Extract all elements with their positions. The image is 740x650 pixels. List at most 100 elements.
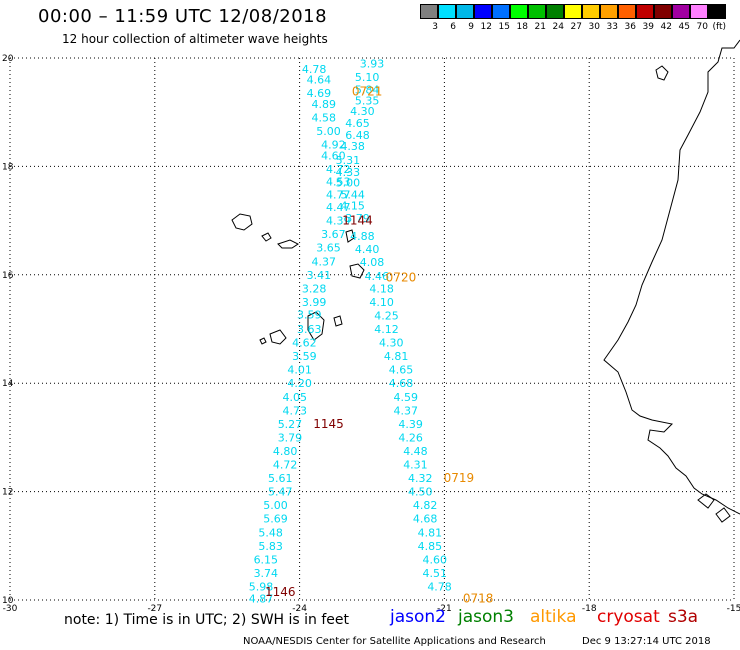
wave-height-point: 3.74 — [254, 567, 279, 580]
wave-height-point: 4.33 — [336, 166, 361, 179]
wave-height-point: 4.31 — [403, 459, 428, 472]
wave-height-point: 4.68 — [413, 513, 438, 526]
wave-height-point: 4.92 — [321, 139, 346, 152]
legend-label: 33 — [606, 22, 618, 32]
generated-timestamp: Dec 9 13:27:14 UTC 2018 — [582, 636, 711, 647]
legend-swatch — [636, 4, 654, 19]
wave-height-point: 5.35 — [355, 94, 380, 107]
legend-swatch — [546, 4, 564, 19]
map-grid — [9, 57, 735, 601]
wave-height-point: 4.87 — [249, 592, 274, 605]
legend-label: 3 — [432, 22, 438, 32]
wave-height-point: 3.41 — [307, 269, 332, 282]
wave-height-point: 5.00 — [316, 125, 341, 138]
island-sal — [345, 229, 355, 243]
pass-time-label: 1144 — [342, 214, 373, 228]
wave-height-point: 4.81 — [384, 350, 409, 363]
x-tick-label: -18 — [582, 604, 597, 614]
legend-swatch — [690, 4, 708, 19]
wave-height-point: 4.72 — [273, 459, 298, 472]
wave-height-point: 4.40 — [355, 243, 380, 256]
y-tick-label: 20 — [2, 54, 14, 64]
legend-swatch — [510, 4, 528, 19]
legend-label: 45 — [678, 22, 690, 32]
island-africa-3 — [715, 507, 731, 523]
legend-swatch — [618, 4, 636, 19]
pass-time-label: 0718 — [463, 591, 494, 605]
legend-label: (ft) — [712, 22, 726, 32]
wave-height-point: 4.80 — [273, 445, 298, 458]
wave-height-point: 4.30 — [350, 105, 375, 118]
legend-swatch — [564, 4, 582, 19]
wave-height-point: 5.69 — [263, 513, 288, 526]
wave-height-point: 5.61 — [268, 472, 293, 485]
color-legend-labels: 3 6 9 12 15 18 21 24 27 30 33 36 39 42 45 70 (ft) — [420, 22, 726, 32]
y-tick-label: 18 — [2, 162, 14, 172]
legend-label: 18 — [516, 22, 528, 32]
page-subtitle: 12 hour collection of altimeter wave hei… — [62, 32, 328, 46]
wave-height-point: 4.39 — [326, 215, 351, 228]
legend-swatch — [708, 4, 726, 19]
wave-height-point: 4.78 — [302, 63, 327, 76]
x-tick-label: -21 — [437, 604, 452, 614]
pass-time-label: 1146 — [265, 585, 296, 599]
wave-height-point: 3.59 — [297, 308, 322, 321]
x-tick-label: -24 — [292, 604, 307, 614]
y-tick-label: 12 — [2, 488, 13, 498]
legend-label: 12 — [480, 22, 492, 32]
legend-label: 39 — [642, 22, 654, 32]
wave-height-point: 4.59 — [394, 391, 419, 404]
wave-height-point: 4.38 — [340, 140, 365, 153]
wave-height-point: 3.28 — [302, 282, 327, 295]
wave-height-point: 5.10 — [355, 71, 380, 84]
wave-height-point: 5.00 — [336, 177, 361, 190]
credit-line: NOAA/NESDIS Center for Satellite Applica… — [243, 636, 546, 647]
wave-height-point: 4.89 — [311, 98, 336, 111]
footer-note: note: 1) Time is in UTC; 2) SWH is in fe… — [64, 612, 350, 628]
wave-height-point: 4.30 — [379, 337, 404, 350]
wave-height-point: 4.01 — [287, 364, 312, 377]
wave-height-point: 5.83 — [258, 540, 283, 553]
wave-height-point: 4.51 — [422, 567, 447, 580]
wave-height-point: 5.00 — [263, 499, 288, 512]
wave-height-point: 3.59 — [292, 350, 317, 363]
wave-height-point: 4.25 — [374, 309, 399, 322]
wave-height-point: 4.82 — [413, 499, 438, 512]
y-tick-label: 14 — [2, 379, 14, 389]
wave-height-point: 4.78 — [427, 580, 452, 593]
legend-label: 70 — [696, 22, 708, 32]
mission-label: cryosat — [597, 607, 660, 627]
mission-label: jason2 — [390, 607, 446, 627]
wave-height-point: 4.37 — [311, 255, 336, 268]
x-tick-label: -27 — [147, 604, 162, 614]
wave-height-point: 6.48 — [345, 129, 370, 142]
wave-height-point: 3.79 — [278, 431, 303, 444]
wave-height-point: 4.68 — [389, 377, 414, 390]
pass-time-label: 1145 — [313, 417, 344, 431]
wave-height-point: 4.48 — [403, 445, 428, 458]
y-tick-label: 16 — [2, 271, 14, 281]
wave-height-point: 5.47 — [268, 486, 293, 499]
wave-height-point: 4.37 — [394, 404, 419, 417]
wave-height-point: 4.65 — [345, 117, 370, 130]
pass-time-label: 0720 — [386, 271, 417, 285]
wave-height-point: 4.39 — [398, 418, 423, 431]
pass-time-label: 0719 — [444, 471, 475, 485]
wave-height-point: 5.48 — [258, 526, 283, 539]
wave-height-point: 4.58 — [311, 112, 336, 125]
wave-height-point: 4.20 — [287, 377, 312, 390]
island-sao-vicente — [261, 232, 272, 242]
wave-height-point: 3.79 — [345, 212, 370, 225]
island-sao-nicolau — [277, 239, 299, 249]
page-title: 00:00 – 11:59 UTC 12/08/2018 — [38, 6, 328, 27]
island-maio — [333, 315, 343, 327]
wave-height-point: 4.46 — [365, 270, 390, 283]
wave-height-point: 4.53 — [326, 176, 351, 189]
wave-height-point: 4.88 — [350, 230, 375, 243]
wave-height-point: 4.10 — [369, 296, 394, 309]
y-tick-label: 10 — [2, 596, 14, 606]
island-africa-2 — [697, 493, 715, 509]
wave-height-point: 4.69 — [307, 87, 332, 100]
legend-label: 42 — [660, 22, 672, 32]
